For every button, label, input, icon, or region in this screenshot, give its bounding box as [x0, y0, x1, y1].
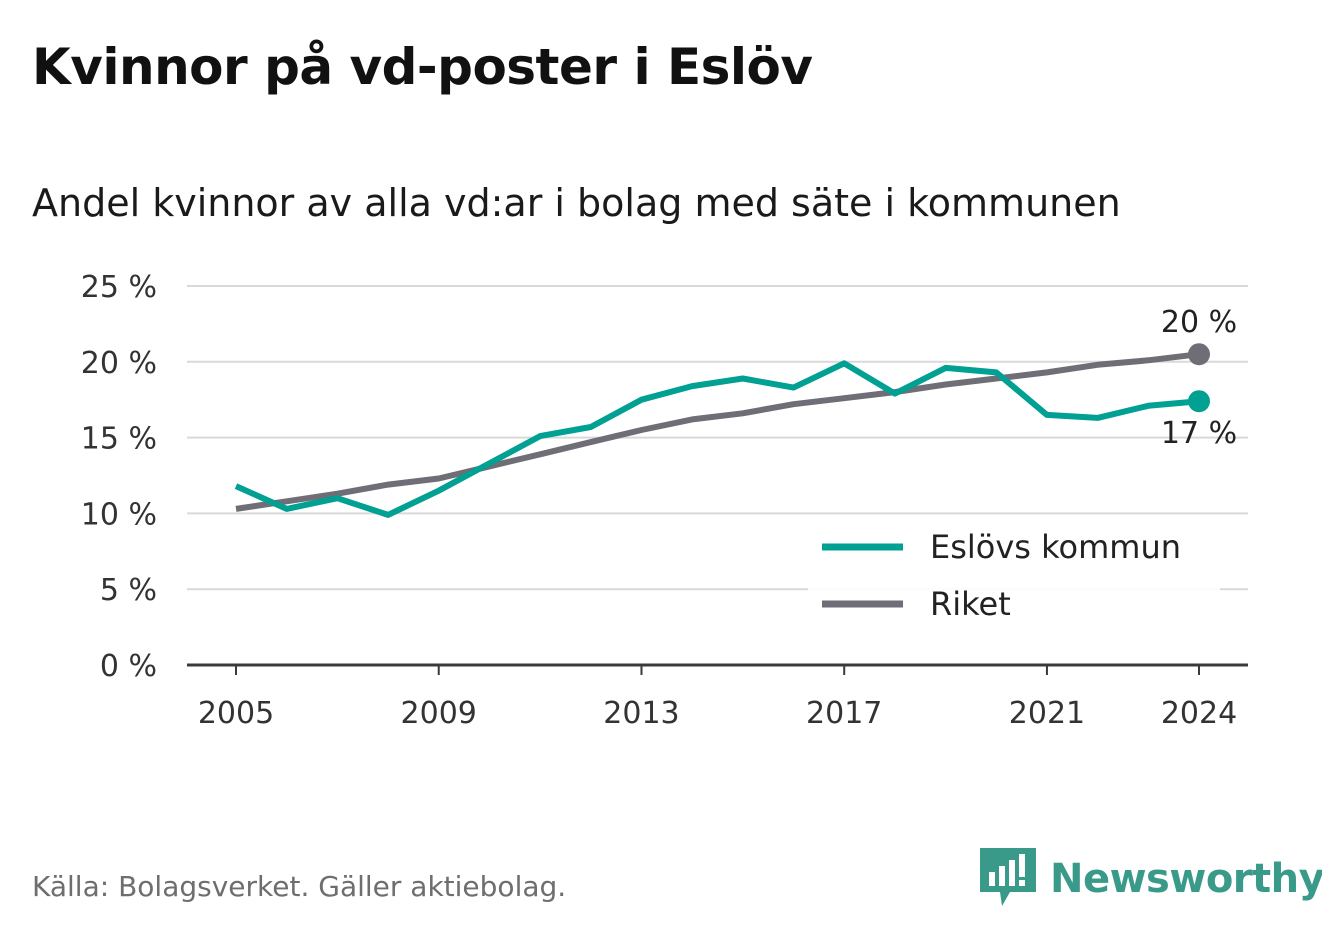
legend-box [808, 515, 1220, 627]
x-tick-label: 2024 [1161, 696, 1237, 731]
chart-subtitle: Andel kvinnor av alla vd:ar i bolag med … [32, 181, 1121, 225]
x-tick-label: 2013 [603, 696, 679, 731]
x-tick-label: 2009 [401, 696, 477, 731]
end-label-riket: 20 % [1161, 305, 1237, 340]
end-point-riket [1188, 343, 1210, 366]
legend-label-riket: Riket [930, 585, 1011, 623]
series-line-riket [235, 351, 1200, 512]
brand-name: Newsworthy [1050, 856, 1322, 902]
y-tick-label: 25 % [81, 270, 157, 305]
x-tick-label: 2021 [1009, 696, 1085, 731]
newsworthy-logo-icon [980, 848, 1036, 906]
x-tick-label: 2005 [198, 696, 274, 731]
y-tick-label: 0 % [100, 649, 157, 684]
chart-title: Kvinnor på vd-poster i Eslöv [32, 38, 813, 96]
y-tick-label: 10 % [81, 497, 157, 532]
brand-logo: Newsworthy [980, 848, 1322, 910]
y-tick-label: 20 % [81, 346, 157, 381]
legend-label-eslov: Eslövs kommun [930, 528, 1181, 566]
source-note: Källa: Bolagsverket. Gäller aktiebolag. [32, 870, 567, 903]
x-tick-label: 2017 [806, 696, 882, 731]
series-line-eslov [234, 360, 1200, 518]
y-tick-label: 15 % [81, 422, 157, 457]
end-point-eslov [1188, 390, 1210, 413]
end-label-eslov: 17 % [1161, 416, 1237, 451]
y-tick-label: 5 % [100, 573, 157, 608]
